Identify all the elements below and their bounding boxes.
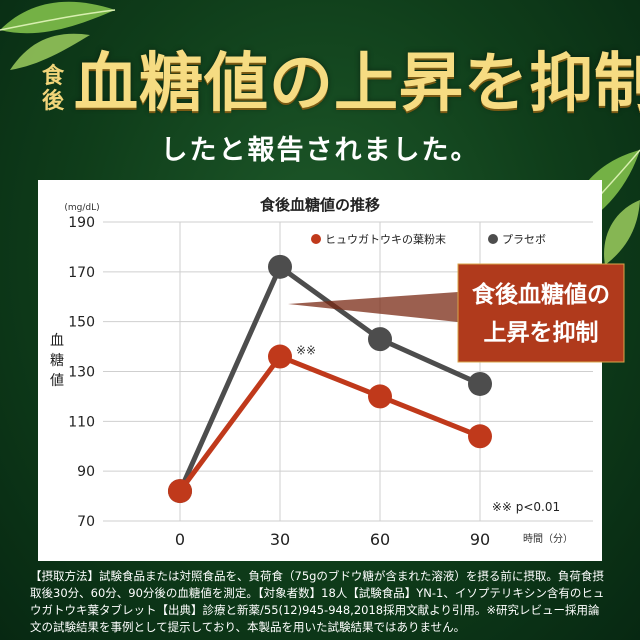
legend-label-series-2: プラセボ <box>502 233 546 246</box>
y-tick-label-2: 110 <box>68 414 95 430</box>
series-1-point-2 <box>368 384 392 409</box>
y-axis-label-char-1: 血 <box>50 333 64 349</box>
chart-panel: 食後血糖値の推移 (mg/dL) 血 糖 値 70 90 110 130 150 170 1… <box>38 180 602 561</box>
headline-small: 食後 <box>41 64 64 114</box>
legend-marker-series-1 <box>311 234 321 244</box>
series-1-point-3 <box>468 424 492 449</box>
x-tick-label-2: 60 <box>370 530 390 549</box>
y-axis-label-char-3: 値 <box>50 373 64 389</box>
legend: ヒュウガトウキの葉粉末 プラセボ <box>311 232 546 246</box>
callout-line-1: 食後血糖値の <box>472 281 610 308</box>
y-tick-label-5: 170 <box>68 265 95 281</box>
y-tick-labels: 70 90 110 130 150 170 190 <box>68 215 95 530</box>
chart-title: 食後血糖値の推移 <box>260 196 380 214</box>
series-1-point-1 <box>268 344 292 369</box>
subheadline: したと報告されました。 <box>160 135 480 166</box>
x-axis-label: 時間（分） <box>523 533 573 545</box>
callout-box <box>457 263 625 363</box>
headline: 食後 血糖値の上昇を抑制 <box>0 44 640 124</box>
callout-line-2: 上昇を抑制 <box>484 320 599 346</box>
series-2-point-1 <box>268 254 292 279</box>
series-line-1 <box>177 354 481 493</box>
x-tick-label-0: 0 <box>175 530 185 549</box>
significance-note: ※※ p<0.01 <box>492 500 560 514</box>
y-unit-label: (mg/dL) <box>64 203 99 213</box>
headline-main: 血糖値の上昇を抑制 <box>74 47 640 121</box>
grid <box>103 221 593 522</box>
x-tick-label-3: 90 <box>470 530 490 549</box>
x-tick-label-1: 30 <box>270 530 290 549</box>
x-tick-labels: 0 30 60 90 <box>175 530 490 549</box>
y-tick-label-0: 70 <box>77 514 95 530</box>
point-annotation: ※※ <box>296 344 316 358</box>
study-notes: 【摂取方法】試験食品または対照食品を、負荷食（75gのブドウ糖が含まれた溶液）を… <box>30 569 605 634</box>
line-chart: 食後血糖値の推移 (mg/dL) 血 糖 値 70 90 110 130 150 170 1… <box>50 196 593 549</box>
legend-marker-series-2 <box>488 234 498 244</box>
y-tick-label-6: 190 <box>68 215 95 231</box>
leaf-decoration-top-left <box>0 1 116 70</box>
y-tick-label-1: 90 <box>77 464 95 480</box>
legend-label-series-1: ヒュウガトウキの葉粉末 <box>325 232 446 246</box>
y-axis-label: 血 糖 値 <box>50 333 68 389</box>
series-2-point-2 <box>368 327 392 352</box>
series-2-point-3 <box>468 371 492 396</box>
y-axis-label-char-2: 糖 <box>50 353 64 369</box>
series-1-point-0 <box>168 479 192 504</box>
callout-banner: 食後血糖値の 上昇を抑制 <box>288 263 625 363</box>
callout-pointer <box>288 292 458 322</box>
y-tick-label-3: 130 <box>68 365 95 381</box>
y-tick-label-4: 150 <box>68 315 95 331</box>
